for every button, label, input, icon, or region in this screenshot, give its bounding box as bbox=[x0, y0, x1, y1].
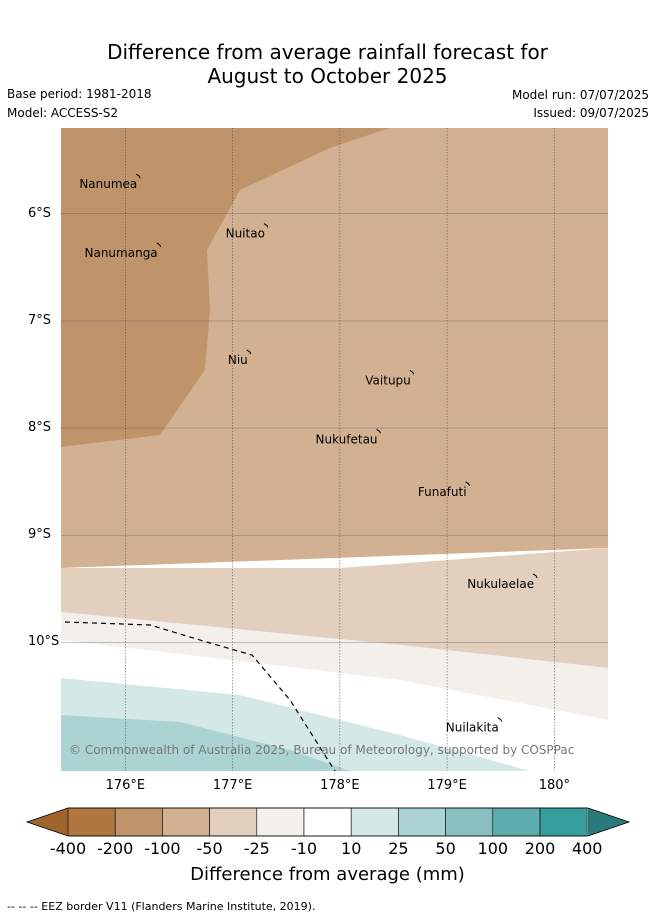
island-label: Nanumea bbox=[79, 177, 137, 191]
colorbar-left-arrow bbox=[27, 808, 68, 836]
colorbar bbox=[25, 807, 631, 837]
lon-tick-label: 177°E bbox=[212, 778, 253, 793]
title-line-2: August to October 2025 bbox=[207, 64, 448, 88]
island-vaitupu: Vaitupu bbox=[365, 369, 415, 387]
island-outline bbox=[263, 223, 269, 228]
lat-tick-label: 7°S bbox=[28, 312, 52, 328]
island-outline bbox=[376, 428, 381, 434]
island-label: Niu bbox=[228, 353, 248, 367]
lat-tick-label: 8°S bbox=[28, 420, 52, 436]
colorbar-label: Difference from average (mm) bbox=[190, 864, 465, 885]
island-nanumanga: Nanumanga bbox=[85, 242, 162, 260]
lon-tick-label: 179°E bbox=[427, 778, 467, 793]
island-outline bbox=[532, 573, 538, 579]
colorbar-tick: 50 bbox=[435, 839, 456, 858]
colorbar-tick: -25 bbox=[243, 839, 270, 858]
colorbar-tick: 10 bbox=[341, 839, 362, 858]
base-period: Base period: 1981-2018 bbox=[7, 87, 152, 101]
island-outline bbox=[465, 481, 471, 487]
gridlines bbox=[61, 128, 608, 771]
island-label: Nukulaelae bbox=[467, 577, 534, 591]
colorbar-segment bbox=[398, 807, 446, 837]
island-nuilakita: Nuilakita bbox=[446, 717, 503, 735]
colorbar-tick: 25 bbox=[388, 839, 409, 858]
colorbar-segment bbox=[256, 807, 305, 837]
band-plus-25 bbox=[61, 715, 350, 771]
lon-tick-label: 176°E bbox=[105, 778, 146, 793]
band-minus-25 bbox=[61, 612, 608, 720]
band-minus-50 bbox=[61, 548, 608, 668]
island-funafuti: Funafuti bbox=[418, 481, 471, 499]
lon-tick-label: 180° bbox=[538, 778, 571, 793]
island-outline bbox=[156, 242, 162, 248]
island-nuitao: Nuitao bbox=[226, 223, 269, 241]
colorbar-tick: 200 bbox=[524, 839, 556, 858]
colorbar-segment bbox=[445, 807, 494, 837]
island-outline bbox=[136, 173, 141, 179]
island-outline bbox=[409, 369, 415, 375]
colorbar-outline bbox=[25, 807, 631, 837]
colorbar-tick: -10 bbox=[290, 839, 318, 858]
lat-tick-label: 10°S bbox=[28, 634, 60, 650]
island-outline bbox=[497, 717, 503, 722]
island-nukulaelae: Nukulaelae bbox=[467, 573, 538, 591]
island-label: Nanumanga bbox=[85, 246, 158, 260]
colorbar-segment bbox=[162, 807, 210, 837]
colorbar-segment bbox=[209, 807, 258, 837]
colorbar-tick: -400 bbox=[49, 839, 87, 858]
island-label: Nuitao bbox=[226, 227, 265, 241]
island-label: Nuilakita bbox=[446, 721, 499, 735]
colorbar-tick: 100 bbox=[477, 839, 509, 858]
island-layer: Nanumea Nuitao Nanumanga Niu Vaitupu Nukufeta… bbox=[79, 173, 538, 735]
title-line-1: Difference from average rainfall forecas… bbox=[107, 40, 548, 64]
island-outline bbox=[246, 349, 252, 355]
colorbar-segments bbox=[67, 807, 588, 837]
colorbar-tick: -50 bbox=[196, 839, 223, 858]
eez-legend-note: -- -- -- EEZ border V11 (Flanders Marine… bbox=[7, 900, 316, 913]
eez-border-line bbox=[64, 621, 336, 771]
colorbar-tick: 400 bbox=[571, 839, 603, 858]
colorbar-tick: -200 bbox=[97, 839, 134, 858]
lat-tick-label: 6°S bbox=[28, 205, 52, 221]
map-title: Difference from average rainfall forecas… bbox=[0, 40, 655, 88]
colorbar-segment bbox=[492, 807, 541, 837]
island-nukufetau: Nukufetau bbox=[316, 428, 381, 446]
colorbar-segment bbox=[67, 807, 116, 837]
colorbar-right-arrow bbox=[588, 808, 629, 836]
colorbar-segment bbox=[539, 807, 588, 837]
island-niu: Niu bbox=[228, 349, 252, 367]
model-name: Model: ACCESS-S2 bbox=[7, 106, 119, 120]
forecast-shading bbox=[61, 128, 608, 771]
model-run: Model run: 07/07/2025 bbox=[511, 88, 649, 102]
colorbar-tick: -100 bbox=[144, 839, 181, 858]
colorbar-segment bbox=[114, 807, 163, 837]
colorbar-segment bbox=[303, 807, 352, 837]
colorbar-segment bbox=[350, 807, 399, 837]
island-label: Funafuti bbox=[418, 485, 467, 499]
issued-date: Issued: 09/07/2025 bbox=[533, 106, 649, 120]
lon-tick-label: 178°E bbox=[320, 778, 360, 793]
copyright-text: © Commonwealth of Australia 2025, Bureau… bbox=[69, 743, 574, 757]
lat-tick-label: 9°S bbox=[28, 527, 52, 543]
island-nanumea: Nanumea bbox=[79, 173, 141, 191]
band-minus-200 bbox=[61, 128, 390, 447]
island-label: Nukufetau bbox=[316, 432, 378, 446]
island-label: Vaitupu bbox=[365, 373, 411, 387]
